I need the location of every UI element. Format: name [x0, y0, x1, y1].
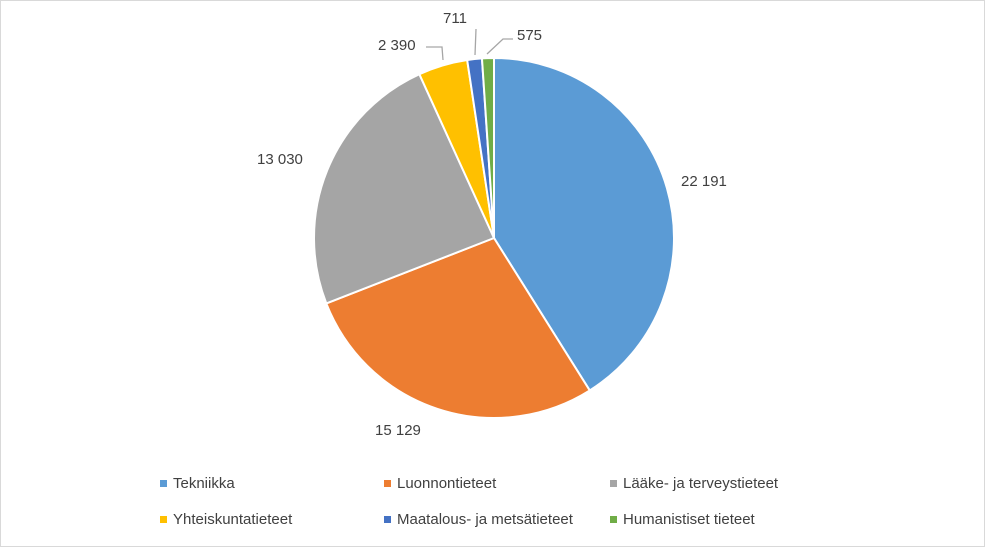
pie-slice-lääke-ja-terveystieteet [313, 72, 496, 305]
legend-item-yhteiskuntatieteet: Yhteiskuntatieteet [160, 511, 292, 528]
legend-label: Humanistiset tieteet [623, 511, 755, 528]
legend-item-humanistiset: Humanistiset tieteet [610, 511, 755, 528]
legend-swatch [610, 516, 617, 523]
legend-label: Maatalous- ja metsätieteet [397, 511, 573, 528]
legend-item-tekniikka: Tekniikka [160, 475, 235, 492]
data-label-yhteiskuntatieteet: 2 390 [378, 37, 416, 54]
legend-item-maatalous: Maatalous- ja metsätieteet [384, 511, 573, 528]
legend-swatch [384, 516, 391, 523]
pie-slice-luonnontieteet [325, 236, 592, 419]
legend-item-laake: Lääke- ja terveystieteet [610, 475, 778, 492]
legend-label: Yhteiskuntatieteet [173, 511, 293, 528]
data-label-maatalous: 711 [443, 10, 467, 27]
legend-swatch [160, 480, 167, 487]
pie-slice-humanistiset-tieteet [480, 56, 495, 239]
legend-label: Tekniikka [173, 475, 235, 492]
data-label-luonnontieteet: 15 129 [375, 422, 421, 439]
legend-swatch [610, 480, 617, 487]
leader-line-maatalous [474, 28, 477, 56]
data-label-laake: 13 030 [257, 151, 303, 168]
legend-label: Lääke- ja terveystieteet [623, 475, 779, 492]
leader-line-humanistiset [486, 38, 513, 55]
legend-item-luonnontieteet: Luonnontieteet [384, 475, 496, 492]
data-label-tekniikka: 22 191 [681, 173, 727, 190]
data-label-humanistiset: 575 [517, 27, 543, 44]
legend-swatch [384, 480, 391, 487]
legend-label: Luonnontieteet [397, 475, 497, 492]
pie-slice-tekniikka [493, 56, 675, 392]
legend-swatch [160, 516, 167, 523]
leader-line-yhteiskuntatieteet [426, 46, 444, 61]
